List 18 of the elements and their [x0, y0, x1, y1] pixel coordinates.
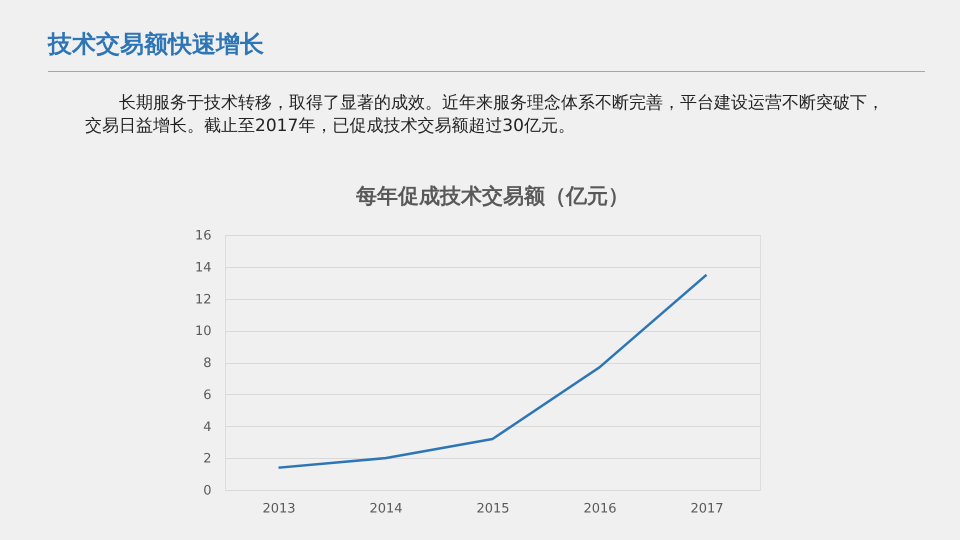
- line-series: [277, 274, 708, 469]
- y-tick-label: 0: [203, 484, 212, 498]
- y-tick-label: 14: [194, 260, 212, 276]
- y-tick-label: 2: [203, 452, 212, 467]
- y-tick-label: 16: [194, 228, 212, 244]
- x-tick-label: 2014: [369, 502, 403, 516]
- x-tick-label: 2015: [476, 502, 510, 516]
- y-tick-label: 6: [203, 388, 212, 403]
- chart-title: 技术交易额快速增长: [48, 29, 264, 60]
- y-tick-label: 10: [194, 324, 212, 340]
- y-tick-label: 4: [203, 420, 212, 435]
- x-tick-label: 2017: [690, 502, 724, 516]
- text: 长期服务于技术转移，取得了显著的成效。近年来服务理念体系不断完善，平台建设运营不断突破下，交易日益增长。截止至2017年，已促成技术交易额超过30亿元。: [85, 92, 885, 138]
- chart-subtitle: 每年促成技术交易额（亿元）: [355, 184, 629, 208]
- x-tick-label: 2016: [583, 502, 617, 516]
- y-tick-label: 8: [203, 356, 212, 371]
- y-tick-label: 12: [194, 292, 212, 308]
- x-tick-label: 2013: [262, 502, 296, 516]
